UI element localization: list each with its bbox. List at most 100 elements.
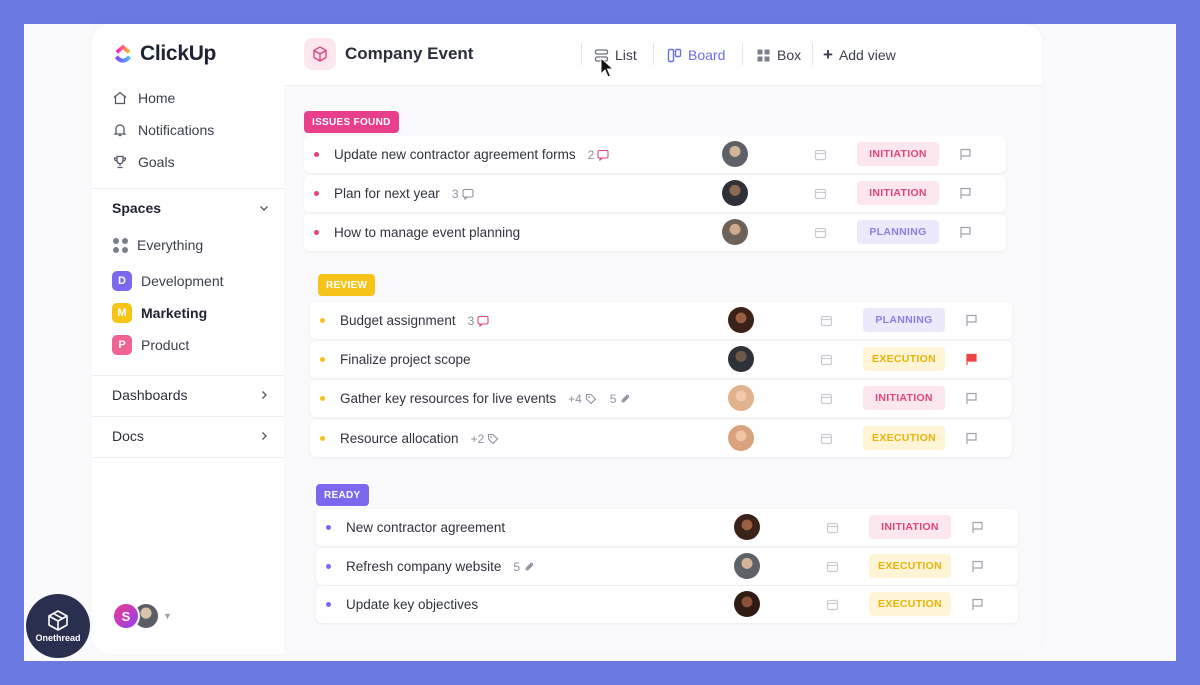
spaces-header[interactable]: Spaces [112, 200, 270, 216]
tab-board[interactable]: Board [667, 47, 725, 63]
bell-icon [113, 124, 127, 137]
box-logo-icon [48, 610, 68, 631]
flag-icon[interactable] [970, 597, 985, 612]
flag-icon[interactable] [958, 225, 973, 240]
space-badge: P [112, 335, 132, 355]
trophy-icon [113, 155, 127, 169]
calendar-icon[interactable] [820, 392, 833, 405]
task-row[interactable]: Update new contractor agreement forms 2 … [304, 136, 1006, 173]
status-pill[interactable]: EXECUTION [869, 554, 951, 578]
cube-icon [313, 46, 327, 62]
sidebar-divider [92, 188, 284, 189]
status-pill[interactable]: EXECUTION [863, 426, 945, 450]
sidebar-divider [92, 416, 284, 417]
sidebar-item-marketing[interactable]: M Marketing [112, 303, 207, 323]
assignee-avatar[interactable] [734, 591, 760, 617]
sidebar-item-label: Home [138, 90, 176, 106]
task-row[interactable]: How to manage event planning PLANNING [304, 214, 1006, 251]
comment-icon [461, 188, 474, 200]
assignee-avatar[interactable] [728, 346, 754, 372]
assignee-avatar[interactable] [728, 307, 754, 333]
task-row[interactable]: Update key objectives EXECUTION [316, 586, 1018, 623]
task-name: Resource allocation [340, 431, 459, 446]
task-name: Plan for next year [334, 186, 440, 201]
sidebar-item-goals[interactable]: Goals [112, 146, 272, 178]
mouse-cursor-icon [600, 57, 614, 78]
tag-icon [585, 393, 597, 404]
group-label-review: REVIEW [318, 274, 376, 296]
tab-box[interactable]: Box [756, 47, 801, 63]
user-menu[interactable]: S ▼ [112, 602, 172, 630]
group-label-ready: READY [316, 484, 369, 506]
task-row[interactable]: Finalize project scope EXECUTION [310, 341, 1012, 378]
flag-icon[interactable] [964, 391, 979, 406]
assignee-avatar[interactable] [722, 219, 748, 245]
task-row[interactable]: Gather key resources for live events +4 … [310, 380, 1012, 417]
calendar-icon[interactable] [820, 353, 833, 366]
calendar-icon[interactable] [826, 521, 839, 534]
task-row[interactable]: Plan for next year 3 INITIATION [304, 175, 1006, 212]
red-flag-icon[interactable] [964, 352, 979, 367]
task-meta: 5 [513, 560, 535, 574]
tab-label: List [615, 47, 637, 63]
assignee-avatar[interactable] [734, 553, 760, 579]
onethread-text: Onethread [35, 633, 81, 643]
sidebar-item-dashboards[interactable]: Dashboards [112, 387, 270, 403]
flag-icon[interactable] [958, 147, 973, 162]
task-row[interactable]: Resource allocation +2 EXECUTION [310, 420, 1012, 457]
task-row[interactable]: New contractor agreement INITIATION [316, 509, 1018, 546]
status-pill[interactable]: INITIATION [869, 515, 951, 539]
space-label: Marketing [141, 305, 208, 321]
assignee-avatar[interactable] [728, 385, 754, 411]
flag-icon[interactable] [964, 431, 979, 446]
tab-label: Box [777, 47, 802, 63]
status-pill[interactable]: INITIATION [857, 142, 939, 166]
calendar-icon[interactable] [814, 226, 827, 239]
view-separator [581, 43, 582, 65]
plus-icon: + [823, 45, 833, 64]
sidebar-item-development[interactable]: D Development [112, 271, 224, 291]
task-row[interactable]: Budget assignment 3 PLANNING [310, 302, 1012, 339]
task-name: Update key objectives [346, 597, 479, 612]
assignee-avatar[interactable] [728, 425, 754, 451]
assignee-avatar[interactable] [722, 180, 748, 206]
status-pill[interactable]: EXECUTION [863, 347, 945, 371]
status-dot [314, 191, 319, 196]
flag-icon[interactable] [958, 186, 973, 201]
flag-icon[interactable] [970, 520, 985, 535]
view-separator [742, 43, 743, 65]
add-view-button[interactable]: + Add view [823, 45, 896, 64]
sidebar-item-docs[interactable]: Docs [112, 428, 270, 444]
status-pill[interactable]: INITIATION [857, 181, 939, 205]
calendar-icon[interactable] [820, 432, 833, 445]
sidebar-item-home[interactable]: Home [112, 82, 272, 114]
assignee-avatar[interactable] [734, 514, 760, 540]
calendar-icon[interactable] [820, 314, 833, 327]
sidebar-item-everything[interactable]: Everything [112, 237, 203, 253]
sidebar-divider [92, 375, 284, 376]
space-label: Everything [137, 237, 204, 253]
calendar-icon[interactable] [814, 148, 827, 161]
status-pill[interactable]: INITIATION [863, 386, 945, 410]
task-name: Finalize project scope [340, 352, 471, 367]
sidebar-item-notifications[interactable]: Notifications [112, 114, 272, 146]
flag-icon[interactable] [970, 559, 985, 574]
status-dot [320, 357, 325, 362]
calendar-icon[interactable] [826, 560, 839, 573]
status-pill[interactable]: PLANNING [857, 220, 939, 244]
sidebar-item-product[interactable]: P Product [112, 335, 189, 355]
brand[interactable]: ClickUp [112, 42, 216, 66]
status-pill[interactable]: EXECUTION [869, 592, 951, 616]
task-meta: +2 [471, 432, 500, 446]
assignee-avatar[interactable] [722, 141, 748, 167]
calendar-icon[interactable] [814, 187, 827, 200]
chevron-right-icon [262, 391, 267, 399]
task-row[interactable]: Refresh company website 5 EXECUTION [316, 548, 1018, 585]
space-badge: M [112, 303, 132, 323]
box-icon [757, 49, 770, 61]
brand-name: ClickUp [140, 42, 217, 65]
flag-icon[interactable] [964, 313, 979, 328]
calendar-icon[interactable] [826, 598, 839, 611]
status-pill[interactable]: PLANNING [863, 308, 945, 332]
sidebar: ClickUp Home Notifications Goals Spaces … [92, 24, 284, 654]
